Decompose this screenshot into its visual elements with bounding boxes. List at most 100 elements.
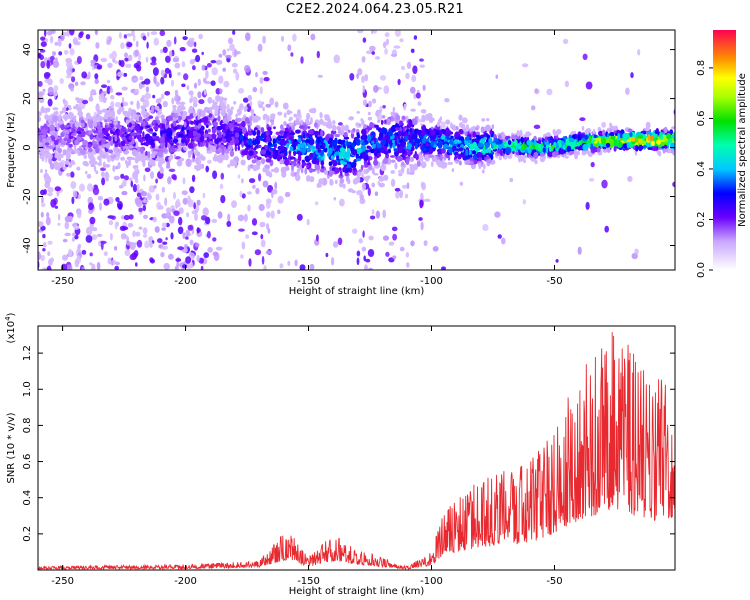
spectrogram-cell [43, 56, 48, 64]
spectrogram-cell [616, 141, 623, 148]
spectrogram-cell [382, 235, 390, 241]
spectrogram-cell [219, 121, 223, 126]
spectrogram-cell [357, 68, 363, 76]
spectrogram-cell [277, 195, 284, 204]
spectrogram-cell [205, 165, 209, 173]
spectrogram-cell [266, 223, 269, 230]
spectrogram-cell [138, 52, 141, 61]
spectrogram-frame [37, 29, 676, 271]
spectrogram-cell [109, 88, 114, 93]
spectrogram-cell [251, 159, 257, 164]
spectrogram-cell [154, 226, 160, 233]
spectrogram-cell [145, 86, 150, 93]
spectrogram-cell [240, 254, 244, 259]
spectrogram-cell [672, 134, 675, 139]
spectrogram-cell [638, 144, 643, 152]
spectrogram-cell [609, 122, 612, 128]
spectrogram-cell [69, 87, 75, 92]
spectrogram-cell [361, 75, 365, 84]
spectrogram-cell [68, 215, 73, 220]
spectrogram-cell [288, 118, 292, 122]
spectrogram-cell [155, 98, 161, 104]
spectrogram-cell [170, 232, 174, 240]
spectrogram-cell [373, 156, 378, 160]
spectrogram-cell [92, 116, 99, 123]
spectrogram-cell [206, 63, 212, 68]
spectrogram-cell [323, 169, 328, 176]
spectrogram-cell [189, 186, 195, 194]
spectrogram-cell [270, 210, 275, 219]
spectrogram-cell [69, 30, 75, 36]
spectrogram-cell [371, 182, 376, 188]
spectrogram-cell [253, 116, 259, 123]
spectrogram-cell [365, 258, 371, 263]
spectrogram-cell [430, 140, 434, 148]
spectrogram-cell [320, 160, 325, 166]
spectrogram-cell [224, 150, 230, 154]
spectrogram-cell [248, 131, 253, 136]
spectrogram-cell [125, 241, 133, 246]
spectrogram-cell [176, 143, 179, 146]
spectrogram-cell [199, 155, 203, 160]
spectrogram-cell [214, 108, 219, 116]
spectrogram-cell [45, 152, 49, 160]
spectrogram-cell [361, 246, 367, 252]
spectrogram-cell [317, 74, 323, 78]
spectrogram-cell [231, 200, 237, 209]
spectrogram-cell [126, 42, 133, 48]
spectrogram-cell [441, 266, 446, 270]
spectrogram-cell [423, 240, 428, 247]
spectrogram-cell [130, 157, 136, 161]
spectrogram-cell [54, 121, 58, 127]
spectrogram-cell [61, 263, 67, 270]
spectrogram-cell [210, 80, 216, 86]
spectrogram-cell [334, 167, 340, 174]
spectrogram-cell [436, 160, 441, 164]
spectrogram-cell [613, 139, 618, 147]
spectrogram-cell [367, 267, 374, 270]
spectrogram-cell [361, 142, 366, 146]
spectrogram-cell [38, 116, 42, 122]
spectrogram-cell [297, 109, 301, 117]
spectrogram-cell [208, 140, 214, 145]
spectrogram-cell [333, 54, 341, 64]
spectrogram-cell [235, 50, 241, 55]
spectrogram-cell [579, 117, 586, 122]
spectrogram-cell [42, 233, 46, 239]
spectrogram-cell [82, 139, 89, 146]
spectrogram-cell [58, 142, 62, 147]
spectrogram-cell [263, 113, 268, 119]
spectrogram-cell [178, 216, 183, 226]
spectrogram-cell [121, 86, 128, 91]
spectrogram-cell [377, 147, 382, 153]
spectrogram-cell [258, 103, 264, 109]
spectrogram-cell [367, 111, 371, 116]
spectrogram-cell [432, 246, 439, 252]
spectrogram-cell [148, 185, 156, 193]
spectrogram-cell [226, 108, 232, 113]
spectrogram-cell [338, 122, 343, 126]
spectrogram-cell [279, 130, 283, 136]
spectrogram-cell [249, 115, 253, 122]
spectrogram-cell [361, 128, 367, 135]
spectrogram-x-tick-label: -50 [546, 276, 562, 287]
spectrogram-cell [87, 71, 91, 79]
spectrogram-cell [72, 115, 77, 119]
spectrogram-cell [663, 147, 669, 153]
spectrogram-cell [101, 92, 105, 96]
spectrogram-cell [135, 262, 138, 267]
spectrogram-cell [509, 177, 514, 183]
spectrogram-cell [424, 154, 429, 158]
spectrogram-cell [568, 137, 575, 143]
spectrogram-cell [406, 167, 410, 175]
spectrogram-cell [424, 128, 430, 133]
spectrogram-cell [367, 187, 371, 196]
spectrogram-cell [272, 138, 276, 144]
spectrogram-cell [136, 135, 142, 140]
spectrogram-cell [190, 262, 194, 269]
spectrogram-cell [290, 52, 294, 57]
spectrogram-cell [383, 145, 388, 151]
spectrogram-cell [241, 241, 246, 250]
spectrogram-cell [213, 118, 217, 122]
spectrogram-cell [115, 261, 121, 266]
